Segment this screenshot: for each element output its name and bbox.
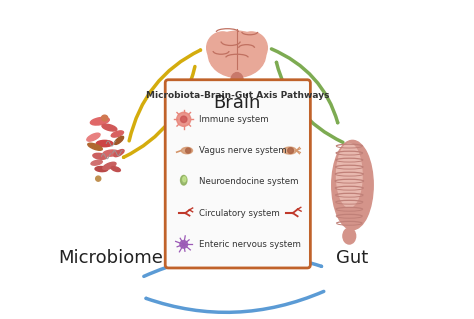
Ellipse shape	[88, 143, 102, 150]
Circle shape	[181, 116, 187, 122]
Ellipse shape	[101, 115, 108, 121]
Ellipse shape	[337, 144, 362, 207]
FancyArrowPatch shape	[276, 63, 343, 142]
Circle shape	[186, 148, 191, 153]
Ellipse shape	[91, 117, 109, 125]
Text: Brain: Brain	[213, 94, 261, 112]
Ellipse shape	[236, 32, 267, 64]
Text: Microbiome: Microbiome	[59, 249, 164, 267]
FancyArrowPatch shape	[129, 50, 201, 141]
FancyArrowPatch shape	[272, 49, 338, 123]
FancyArrowPatch shape	[124, 66, 195, 157]
Ellipse shape	[332, 140, 373, 230]
Ellipse shape	[114, 136, 124, 145]
Ellipse shape	[343, 228, 356, 244]
Ellipse shape	[87, 133, 100, 141]
Text: Enteric nervous system: Enteric nervous system	[199, 240, 301, 249]
Text: Immune system: Immune system	[199, 115, 268, 124]
Ellipse shape	[93, 153, 107, 159]
Circle shape	[177, 112, 191, 126]
Ellipse shape	[207, 32, 238, 64]
Ellipse shape	[283, 147, 296, 154]
FancyBboxPatch shape	[165, 80, 310, 268]
Circle shape	[288, 148, 293, 153]
Text: Microbiota-Brain-Gut Axis Pathways: Microbiota-Brain-Gut Axis Pathways	[146, 91, 329, 100]
Ellipse shape	[111, 131, 124, 137]
Ellipse shape	[103, 162, 116, 169]
Circle shape	[180, 241, 188, 248]
Ellipse shape	[208, 31, 266, 77]
Ellipse shape	[102, 124, 117, 131]
Ellipse shape	[181, 175, 187, 185]
Ellipse shape	[96, 140, 113, 147]
Ellipse shape	[111, 167, 120, 172]
Ellipse shape	[95, 167, 108, 172]
FancyArrowPatch shape	[144, 254, 321, 276]
Ellipse shape	[183, 177, 186, 182]
Ellipse shape	[103, 150, 119, 156]
Text: Neuroendocine system: Neuroendocine system	[199, 177, 298, 186]
FancyArrowPatch shape	[146, 291, 324, 312]
Ellipse shape	[96, 176, 101, 181]
Ellipse shape	[231, 73, 243, 90]
Text: Vagus nerve system: Vagus nerve system	[199, 146, 286, 155]
Ellipse shape	[114, 150, 124, 157]
Text: Gut: Gut	[337, 249, 369, 267]
Text: Circulatory system: Circulatory system	[199, 209, 280, 218]
Ellipse shape	[91, 160, 102, 165]
Ellipse shape	[182, 147, 192, 154]
